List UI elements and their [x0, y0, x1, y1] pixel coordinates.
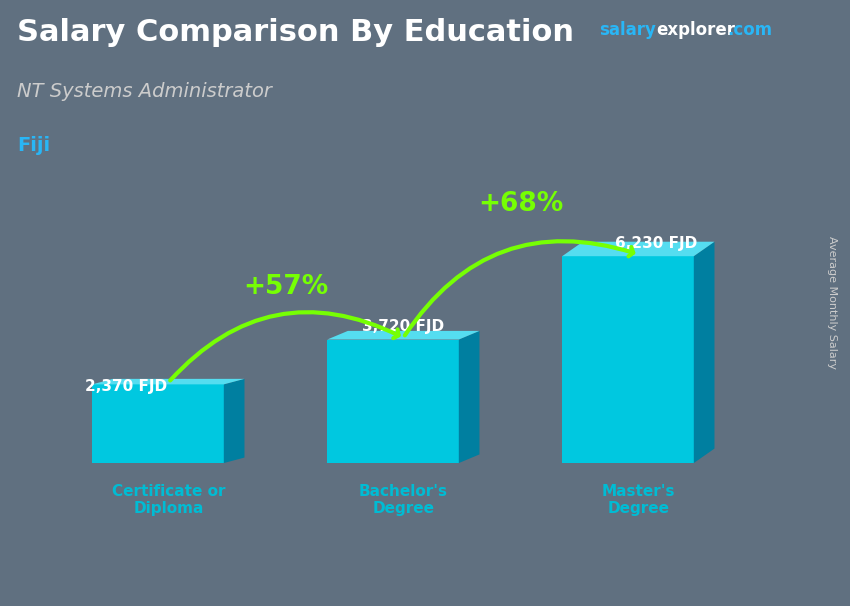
Text: Certificate or
Diploma: Certificate or Diploma — [111, 484, 225, 516]
Text: Salary Comparison By Education: Salary Comparison By Education — [17, 18, 574, 47]
Text: +57%: +57% — [243, 274, 328, 300]
Text: NT Systems Administrator: NT Systems Administrator — [17, 82, 272, 101]
Text: Fiji: Fiji — [17, 136, 50, 155]
Polygon shape — [694, 242, 715, 463]
Text: explorer: explorer — [656, 21, 735, 39]
Polygon shape — [92, 379, 245, 384]
Text: 3,720 FJD: 3,720 FJD — [362, 319, 445, 334]
Text: +68%: +68% — [479, 191, 564, 217]
Polygon shape — [459, 331, 479, 463]
Text: salary: salary — [599, 21, 656, 39]
Text: Master's
Degree: Master's Degree — [602, 484, 675, 516]
Text: .com: .com — [728, 21, 773, 39]
Polygon shape — [562, 256, 694, 463]
Polygon shape — [92, 384, 224, 463]
Text: Bachelor's
Degree: Bachelor's Degree — [359, 484, 448, 516]
Polygon shape — [327, 331, 479, 339]
Polygon shape — [224, 379, 245, 463]
Text: 2,370 FJD: 2,370 FJD — [85, 379, 167, 394]
Polygon shape — [562, 242, 715, 256]
Polygon shape — [327, 339, 459, 463]
Text: Average Monthly Salary: Average Monthly Salary — [827, 236, 837, 370]
Text: 6,230 FJD: 6,230 FJD — [615, 236, 697, 250]
